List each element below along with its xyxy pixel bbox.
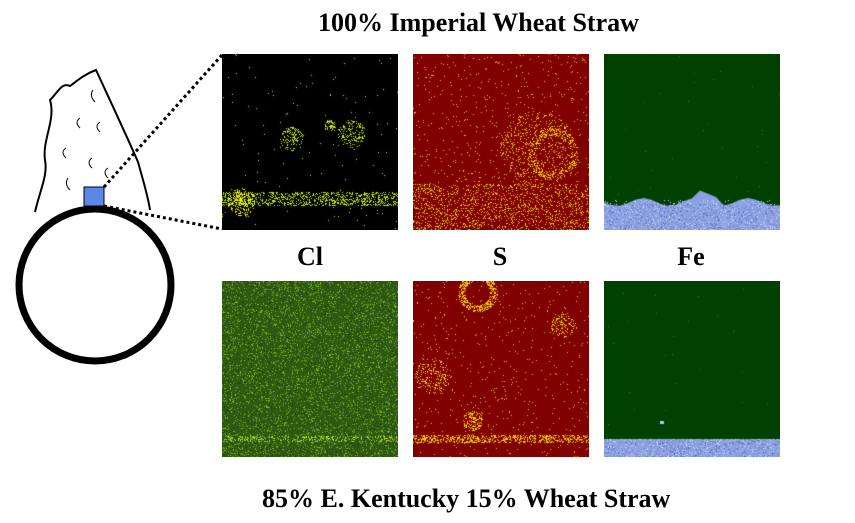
zoom-line-top: [102, 54, 224, 188]
element-label-cl: Cl: [297, 242, 323, 271]
sample-region-marker: [83, 186, 105, 207]
element-label-s: S: [492, 242, 508, 271]
top-sample-title: 100% Imperial Wheat Straw: [318, 8, 639, 37]
map-s-top: [413, 54, 589, 230]
map-fe-top: [604, 54, 780, 230]
element-label-fe: Fe: [677, 242, 705, 271]
map-s-bottom: [413, 281, 589, 457]
zoom-line-bottom: [103, 204, 223, 231]
map-cl-top: [222, 54, 398, 230]
ash-deposit-outline: [34, 68, 151, 213]
bottom-sample-title: 85% E. Kentucky 15% Wheat Straw: [262, 484, 671, 513]
map-cl-bottom: [222, 281, 398, 457]
deposit-texture-marks: [62, 89, 109, 191]
boiler-tube: [15, 205, 175, 365]
map-fe-bottom: [604, 281, 780, 457]
